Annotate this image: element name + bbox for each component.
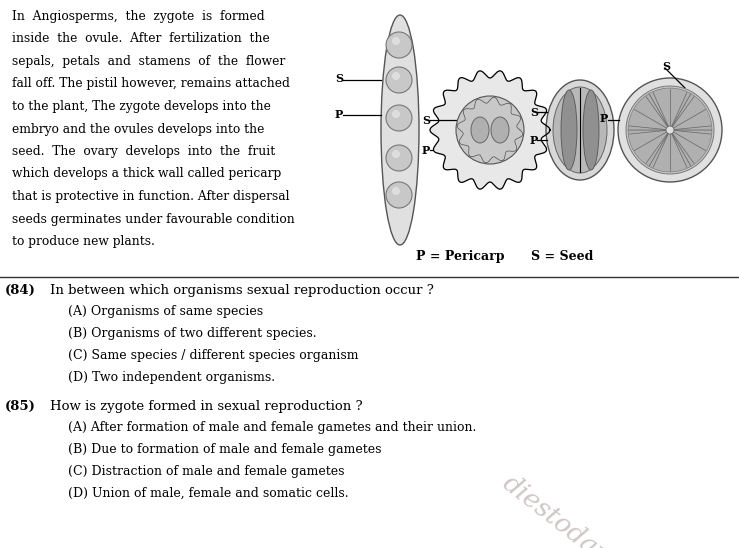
Circle shape (392, 72, 400, 80)
Polygon shape (670, 94, 712, 130)
Text: S: S (422, 115, 430, 125)
Ellipse shape (471, 117, 489, 143)
Text: embryo and the ovules develops into the: embryo and the ovules develops into the (12, 123, 265, 135)
Text: to produce new plants.: to produce new plants. (12, 235, 155, 248)
Ellipse shape (546, 80, 614, 180)
Circle shape (392, 110, 400, 118)
Polygon shape (430, 71, 550, 189)
Circle shape (392, 37, 400, 45)
Text: to the plant, The zygote develops into the: to the plant, The zygote develops into t… (12, 100, 271, 113)
Text: P = Pericarp: P = Pericarp (416, 250, 504, 263)
Polygon shape (628, 130, 670, 167)
Text: (D) Two independent organisms.: (D) Two independent organisms. (68, 371, 275, 384)
Text: P: P (422, 145, 430, 156)
Circle shape (386, 105, 412, 131)
Text: S: S (530, 106, 538, 117)
Ellipse shape (561, 90, 577, 170)
Text: (C) Distraction of male and female gametes: (C) Distraction of male and female gamet… (68, 465, 344, 478)
Polygon shape (649, 88, 691, 130)
Text: S: S (662, 60, 670, 71)
Circle shape (386, 145, 412, 171)
Text: P: P (335, 110, 343, 121)
Text: In  Angiosperms,  the  zygote  is  formed: In Angiosperms, the zygote is formed (12, 10, 265, 23)
Text: P: P (530, 134, 538, 146)
Text: In between which organisms sexual reproduction occur ?: In between which organisms sexual reprod… (50, 284, 434, 297)
Text: (A) After formation of male and female gametes and their union.: (A) After formation of male and female g… (68, 421, 477, 434)
Text: How is zygote formed in sexual reproduction ?: How is zygote formed in sexual reproduct… (50, 400, 363, 413)
Text: sepals,  petals  and  stamens  of  the  flower: sepals, petals and stamens of the flower (12, 55, 285, 68)
Text: seed.  The  ovary  develops  into  the  fruit: seed. The ovary develops into the fruit (12, 145, 275, 158)
Polygon shape (649, 130, 691, 172)
Text: (85): (85) (5, 400, 36, 413)
Circle shape (392, 150, 400, 158)
Text: S = Seed: S = Seed (531, 250, 593, 263)
Polygon shape (670, 130, 712, 167)
Text: (84): (84) (5, 284, 36, 297)
Text: that is protective in function. After dispersal: that is protective in function. After di… (12, 190, 290, 203)
Circle shape (626, 86, 714, 174)
Text: diestoday.com: diestoday.com (498, 470, 662, 548)
Text: inside  the  ovule.  After  fertilization  the: inside the ovule. After fertilization th… (12, 32, 270, 45)
Ellipse shape (381, 15, 419, 245)
Text: S: S (335, 72, 343, 83)
Text: fall off. The pistil however, remains attached: fall off. The pistil however, remains at… (12, 77, 290, 90)
Circle shape (386, 67, 412, 93)
Text: (C) Same species / different species organism: (C) Same species / different species org… (68, 349, 358, 362)
Text: (B) Organisms of two different species.: (B) Organisms of two different species. (68, 327, 316, 340)
Text: (D) Union of male, female and somatic cells.: (D) Union of male, female and somatic ce… (68, 487, 349, 500)
Circle shape (386, 32, 412, 58)
Text: (B) Due to formation of male and female gametes: (B) Due to formation of male and female … (68, 443, 381, 456)
Text: which develops a thick wall called pericarp: which develops a thick wall called peric… (12, 168, 282, 180)
Ellipse shape (583, 90, 599, 170)
Circle shape (618, 78, 722, 182)
Text: (A) Organisms of same species: (A) Organisms of same species (68, 305, 263, 318)
Circle shape (456, 96, 524, 164)
Circle shape (666, 126, 674, 134)
Polygon shape (628, 94, 670, 130)
Text: P: P (600, 112, 608, 123)
Text: seeds germinates under favourable condition: seeds germinates under favourable condit… (12, 213, 295, 225)
Ellipse shape (491, 117, 509, 143)
Ellipse shape (553, 87, 607, 173)
Circle shape (386, 182, 412, 208)
Circle shape (392, 187, 400, 195)
